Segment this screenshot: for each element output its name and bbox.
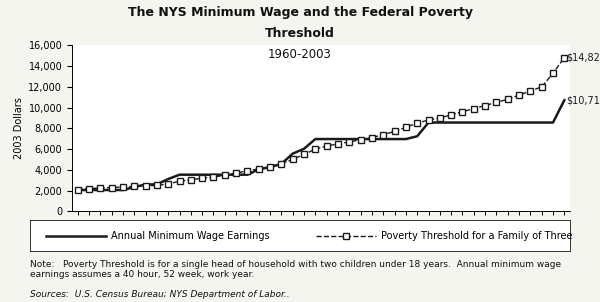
Text: Threshold: Threshold <box>265 27 335 40</box>
Text: Annual Minimum Wage Earnings: Annual Minimum Wage Earnings <box>111 230 269 241</box>
Text: The NYS Minimum Wage and the Federal Poverty: The NYS Minimum Wage and the Federal Pov… <box>128 6 473 19</box>
Text: $10,712: $10,712 <box>566 95 600 105</box>
Text: $14,824: $14,824 <box>566 53 600 63</box>
Text: Poverty Threshold for a Family of Three: Poverty Threshold for a Family of Three <box>381 230 572 241</box>
Text: 1960-2003: 1960-2003 <box>268 48 332 61</box>
Y-axis label: 2003 Dollars: 2003 Dollars <box>14 98 24 159</box>
Text: Note:   Poverty Threshold is for a single head of household with two children un: Note: Poverty Threshold is for a single … <box>30 260 561 279</box>
Text: Sources:  U.S. Census Bureau; NYS Department of Labor..: Sources: U.S. Census Bureau; NYS Departm… <box>30 290 290 299</box>
